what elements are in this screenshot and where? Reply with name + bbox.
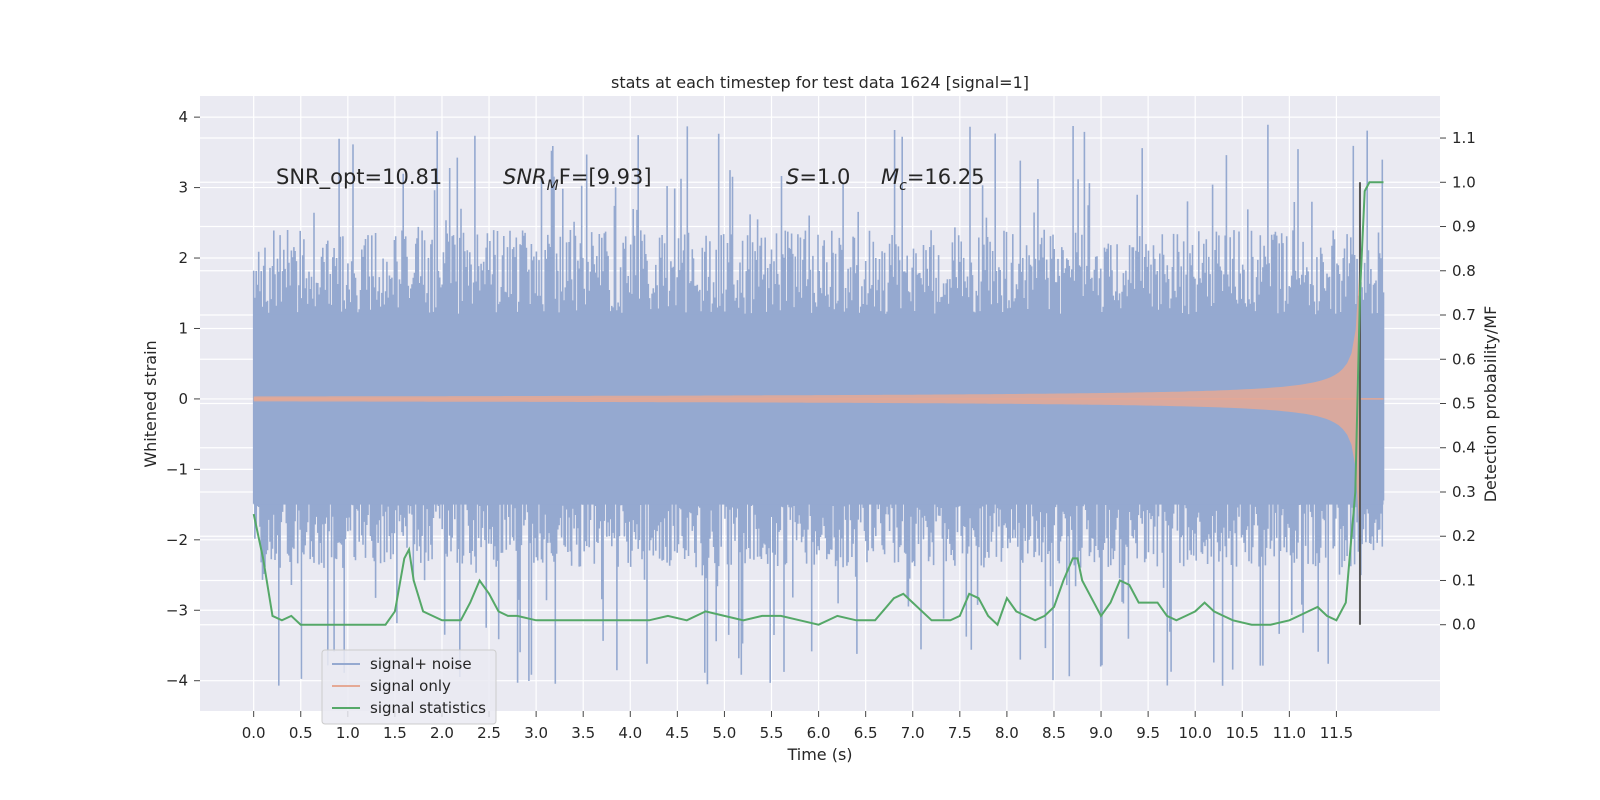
annotation-s-rest: =1.0 (799, 165, 850, 189)
x-tick-label: 1.5 (383, 724, 407, 742)
y2-tick-label: 1.0 (1452, 173, 1476, 191)
annotation-s-var: S (786, 165, 799, 189)
x-tick-label: 2.5 (477, 724, 501, 742)
x-tick-label: 11.0 (1273, 724, 1306, 742)
x-tick-label: 3.5 (571, 724, 595, 742)
y2-tick-label: 0.3 (1452, 483, 1476, 501)
y-tick-label: −4 (166, 672, 188, 690)
y2-tick-label: 1.1 (1452, 129, 1476, 147)
y-tick-label: 0 (178, 390, 188, 408)
x-tick-label: 4.0 (618, 724, 642, 742)
y2-tick-label: 0.9 (1452, 218, 1476, 236)
annotation-s: S=1.0 (786, 165, 850, 189)
x-tick-label: 6.0 (807, 724, 831, 742)
annotation-snr-mf: SNRMF=[9.93] (503, 165, 652, 194)
annotation-snr-mf-sub: M (547, 178, 559, 194)
y2-tick-label: 0.1 (1452, 571, 1476, 589)
annotation-snr-mf-rest: F=[9.93] (559, 165, 652, 189)
y-tick-label: 3 (178, 179, 188, 197)
y2-tick-label: 0.2 (1452, 527, 1476, 545)
y2-tick-label: 0.0 (1452, 616, 1476, 634)
annotation-snr-opt: SNR_opt=10.81 (276, 165, 442, 190)
x-tick-label: 4.5 (665, 724, 689, 742)
y2-tick-label: 0.6 (1452, 350, 1476, 368)
series-signal-noise (252, 124, 1385, 686)
series-signal-statistics (252, 181, 1384, 627)
x-tick-label: 5.0 (713, 724, 737, 742)
x-tick-label: 7.0 (901, 724, 925, 742)
y-tick-label: 4 (178, 108, 188, 126)
x-tick-label: 3.0 (524, 724, 548, 742)
y-tick-label: 1 (178, 319, 188, 337)
y2-tick-label: 0.7 (1452, 306, 1476, 324)
legend: signal+ noise signal only signal statist… (321, 649, 497, 725)
x-tick-label: 0.5 (289, 724, 313, 742)
x-tick-label: 1.0 (336, 724, 360, 742)
y2-axis-label: Detection probability/MF (1481, 306, 1500, 503)
y-tick-label: 2 (178, 249, 188, 267)
x-tick-label: 2.0 (430, 724, 454, 742)
x-tick-label: 10.5 (1226, 724, 1259, 742)
x-tick-label: 0.0 (242, 724, 266, 742)
x-axis-label: Time (s) (786, 745, 852, 764)
x-tick-label: 8.0 (995, 724, 1019, 742)
y-tick-label: −2 (166, 531, 188, 549)
y-tick-label: −1 (166, 460, 188, 478)
x-tick-label: 6.5 (854, 724, 878, 742)
chart-title: stats at each timestep for test data 162… (611, 73, 1029, 92)
y2-tick-label: 0.8 (1452, 262, 1476, 280)
annotation-mc-sub: c (899, 178, 907, 194)
y2-tick-label: 0.5 (1452, 395, 1476, 413)
series-signal-only (253, 258, 1384, 540)
x-axis: 0.0 0.5 1.0 1.5 2.0 2.5 3.0 3.5 4.0 4.5 5.0 5.5 6.0 6… (242, 711, 1353, 742)
legend-label-signal-noise: signal+ noise (370, 655, 472, 673)
y-axis-right: 1.1 1.0 0.9 0.8 0.7 0.6 0.5 0.4 0.3 0.2 0.1 0.0 (1440, 129, 1476, 634)
annotation-mc-rest: =16.25 (907, 165, 985, 189)
legend-label-signal-only: signal only (370, 677, 451, 695)
x-tick-label: 10.0 (1178, 724, 1211, 742)
x-tick-label: 8.5 (1042, 724, 1066, 742)
y-axis-left: 4 3 2 1 0 −1 −2 −3 −4 (166, 108, 200, 690)
signal-statistics-line (252, 181, 1384, 627)
annotation-mc: Mc=16.25 (881, 165, 985, 194)
y-tick-label: −3 (166, 601, 188, 619)
signal-noise-core (253, 314, 1384, 505)
legend-box (321, 649, 497, 725)
annotation-snr-mf-base: SNR (503, 165, 547, 189)
x-tick-label: 11.5 (1320, 724, 1353, 742)
legend-label-signal-statistics: signal statistics (370, 699, 486, 717)
x-tick-label: 9.5 (1136, 724, 1160, 742)
y2-tick-label: 0.4 (1452, 439, 1476, 457)
y-axis-label: Whitened strain (141, 340, 160, 467)
x-tick-label: 7.5 (948, 724, 972, 742)
x-tick-label: 9.0 (1089, 724, 1113, 742)
annotation-mc-var: M (881, 165, 899, 189)
x-tick-label: 5.5 (760, 724, 784, 742)
